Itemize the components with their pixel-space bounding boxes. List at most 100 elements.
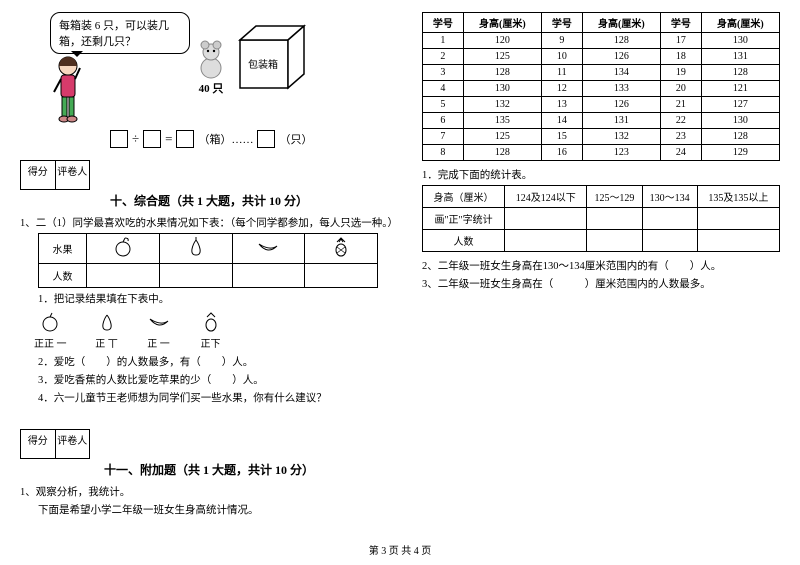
score-cell-left: 得分 <box>21 430 56 458</box>
sub-q-2: 2．爱吃（ ）的人数最多，有（ ）人。 <box>38 354 398 369</box>
blank-cell[interactable] <box>505 230 587 252</box>
blank-cell[interactable] <box>587 230 642 252</box>
data-cell: 6 <box>422 113 463 129</box>
data-cell: 129 <box>701 145 779 161</box>
data-cell: 4 <box>422 81 463 97</box>
blank-cell[interactable] <box>587 208 642 230</box>
data-cell: 14 <box>541 113 582 129</box>
right-q3: 3、二年级一班女生身高在（ ）厘米范围内的人数最多。 <box>422 276 780 291</box>
data-header-cell: 身高(厘米) <box>701 13 779 33</box>
data-cell: 7 <box>422 129 463 145</box>
eq-box[interactable] <box>110 130 128 148</box>
toy-icon <box>196 40 226 80</box>
data-cell: 128 <box>701 65 779 81</box>
data-cell: 135 <box>463 113 541 129</box>
data-cell: 128 <box>463 65 541 81</box>
data-cell: 125 <box>463 129 541 145</box>
eq-unit-1: （箱）…… <box>198 131 253 147</box>
left-column: 每箱装 6 只，可以装几箱，还剩几只？ <box>20 12 398 520</box>
data-cell: 120 <box>463 33 541 49</box>
score-cell-left: 得分 <box>21 161 56 189</box>
blank-cell[interactable] <box>697 230 779 252</box>
data-cell: 8 <box>422 145 463 161</box>
data-cell: 121 <box>701 81 779 97</box>
data-cell: 20 <box>660 81 701 97</box>
tally-item-4: 正下 <box>199 312 223 350</box>
right-column: 学号身高(厘米)学号身高(厘米)学号身高(厘米) 112091281713021… <box>422 12 780 520</box>
blank-cell[interactable] <box>87 264 160 288</box>
data-cell: 126 <box>582 97 660 113</box>
blank-cell[interactable] <box>642 208 697 230</box>
data-cell: 5 <box>422 97 463 113</box>
data-cell: 132 <box>463 97 541 113</box>
data-cell: 16 <box>541 145 582 161</box>
q1-intro: 1、二（1）同学最喜欢吃的水果情况如下表：（每个同学都参加，每人只选一种。） <box>20 215 398 230</box>
data-header-cell: 学号 <box>660 13 701 33</box>
data-cell: 131 <box>582 113 660 129</box>
tally-row: 正正 一 正 丅 正 一 正下 <box>34 312 398 350</box>
section-11-title: 十一、附加题（共 1 大题，共计 10 分） <box>20 461 398 478</box>
banana-icon <box>147 312 171 332</box>
child-figure <box>50 54 90 124</box>
pear-icon <box>184 237 208 257</box>
apple-icon <box>111 237 135 257</box>
sub-q-4: 4．六一儿童节王老师想为同学们买一些水果，你有什么建议？ <box>38 390 398 405</box>
tally-item-1: 正正 一 <box>34 312 67 350</box>
data-cell: 127 <box>701 97 779 113</box>
box-label: 包装箱 <box>248 56 278 71</box>
fruit-cell <box>87 234 160 264</box>
data-cell: 19 <box>660 65 701 81</box>
tally-text: 正 一 <box>147 335 171 350</box>
blank-cell[interactable] <box>305 264 378 288</box>
data-cell: 133 <box>582 81 660 97</box>
stats-row-2-label: 人数 <box>422 230 504 252</box>
data-header-cell: 学号 <box>422 13 463 33</box>
score-cell-right: 评卷人 <box>56 430 90 458</box>
tally-item-2: 正 丅 <box>95 312 119 350</box>
sub-q-3: 3．爱吃香蕉的人数比爱吃苹果的少（ ）人。 <box>38 372 398 387</box>
speech-bubble: 每箱装 6 只，可以装几箱，还剩几只？ <box>50 12 190 54</box>
eq-box[interactable] <box>176 130 194 148</box>
stats-header-cell: 身高（厘米） <box>422 186 504 208</box>
data-cell: 131 <box>701 49 779 65</box>
tally-text: 正正 一 <box>34 335 67 350</box>
right-q2: 2、二年级一班女生身高在130～134厘米范围内的有（ ）人。 <box>422 258 780 273</box>
tally-text: 正下 <box>199 335 223 350</box>
equation-row: ÷ = （箱）…… （只） <box>110 130 398 148</box>
eq-box[interactable] <box>143 130 161 148</box>
stats-table: 身高（厘米）124及124以下125～129130～134135及135以上 画… <box>422 185 780 252</box>
pear-icon <box>95 312 119 332</box>
section-10-title: 十、综合题（共 1 大题，共计 10 分） <box>20 192 398 209</box>
page-footer: 第 3 页 共 4 页 <box>0 542 800 557</box>
fruit-cell <box>305 234 378 264</box>
data-cell: 12 <box>541 81 582 97</box>
blank-cell[interactable] <box>697 208 779 230</box>
data-cell: 15 <box>541 129 582 145</box>
data-cell: 3 <box>422 65 463 81</box>
tally-text: 正 丅 <box>95 335 119 350</box>
score-box: 得分 评卷人 <box>20 429 90 459</box>
data-cell: 134 <box>582 65 660 81</box>
data-cell: 10 <box>541 49 582 65</box>
op-equals: = <box>165 131 172 147</box>
data-cell: 2 <box>422 49 463 65</box>
blank-cell[interactable] <box>505 208 587 230</box>
score-cell-right: 评卷人 <box>56 161 90 189</box>
fruit-table: 水果 人数 <box>38 233 378 288</box>
data-cell: 24 <box>660 145 701 161</box>
data-cell: 126 <box>582 49 660 65</box>
illustration-row: 每箱装 6 只，可以装几箱，还剩几只？ <box>50 12 398 124</box>
eq-box[interactable] <box>257 130 275 148</box>
data-cell: 23 <box>660 129 701 145</box>
blank-cell[interactable] <box>159 264 232 288</box>
q11-line1: 1、观察分析，我统计。 <box>20 484 398 499</box>
blank-cell[interactable] <box>232 264 305 288</box>
sub-q-1: 1．把记录结果填在下表中。 <box>38 291 398 306</box>
op-divide: ÷ <box>132 131 139 147</box>
apple-icon <box>38 312 62 332</box>
blank-cell[interactable] <box>642 230 697 252</box>
data-header-cell: 身高(厘米) <box>582 13 660 33</box>
stats-row-1-label: 画"正"字统计 <box>422 208 504 230</box>
data-cell: 13 <box>541 97 582 113</box>
data-cell: 18 <box>660 49 701 65</box>
